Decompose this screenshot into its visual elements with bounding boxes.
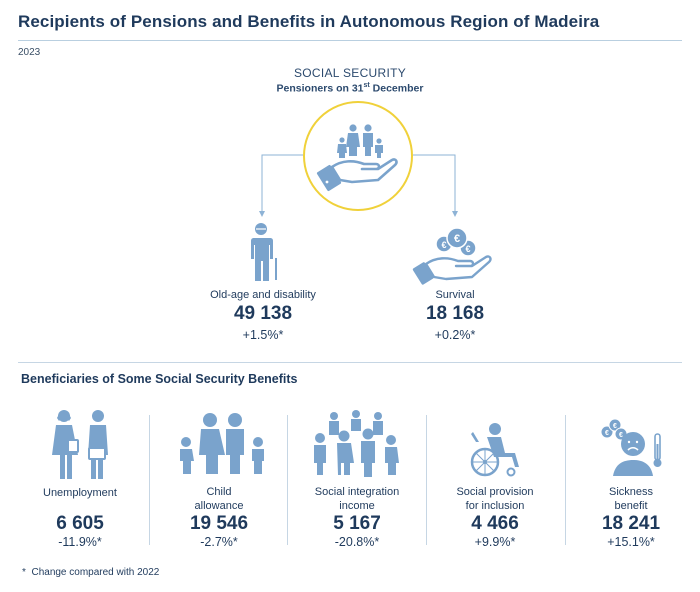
social-security-heading: SOCIAL SECURITY <box>293 66 407 80</box>
benefit-social-provision-label: Social provision for inclusion <box>456 486 534 512</box>
benefit-social-provision-value: 4 466 <box>471 513 519 534</box>
benefit-unemployment-label: Unemployment <box>43 487 117 499</box>
svg-text:€: € <box>619 432 623 439</box>
benefit-child-allowance-change: -2.7%* <box>200 535 238 549</box>
section-divider <box>18 362 682 363</box>
unemployed-people-icon <box>52 410 108 479</box>
svg-text:€: € <box>605 430 609 437</box>
page-title: Recipients of Pensions and Benefits in A… <box>18 12 600 31</box>
svg-text:€: € <box>441 240 446 250</box>
svg-text:€: € <box>613 423 617 430</box>
pension-old-age-change: +1.5%* <box>242 328 284 342</box>
footnote-marker: * <box>22 567 26 578</box>
benefit-sickness-change: +15.1%* <box>607 535 655 549</box>
pension-old-age-label: Old-age and disability <box>210 289 316 301</box>
pension-survival-label: Survival <box>435 289 475 301</box>
social-security-circle <box>303 101 413 211</box>
benefit-sickness-label: Sickness benefit <box>608 486 654 512</box>
column-divider <box>426 415 427 545</box>
sick-person-thermometer-icon: €€€ <box>600 418 662 476</box>
hand-holding-family-icon <box>316 124 398 192</box>
benefit-social-integration-value: 5 167 <box>333 513 381 534</box>
benefits-heading: Beneficiaries of Some Social Security Be… <box>21 372 298 386</box>
svg-text:€: € <box>454 233 460 245</box>
benefit-child-allowance-value: 19 546 <box>189 513 249 534</box>
title-divider <box>18 40 682 41</box>
footnote-text: Change compared with 2022 <box>31 567 160 578</box>
year-label: 2023 <box>18 47 41 58</box>
pension-survival-value: 18 168 <box>425 303 485 324</box>
column-divider <box>287 415 288 545</box>
hand-holding-coins-icon: € € € <box>412 227 492 285</box>
benefit-sickness-value: 18 241 <box>601 513 661 534</box>
community-group-icon <box>314 410 399 477</box>
wheelchair-user-icon <box>470 423 519 477</box>
svg-text:€: € <box>465 244 470 254</box>
column-divider <box>149 415 150 545</box>
family-icon <box>180 413 264 474</box>
benefit-social-integration-change: -20.8%* <box>334 535 380 549</box>
benefit-social-integration-label: Social integration income <box>314 486 400 512</box>
benefit-unemployment-value: 6 605 <box>56 513 104 534</box>
benefit-social-provision-change: +9.9%* <box>474 535 516 549</box>
benefit-unemployment-change: -11.9%* <box>58 535 102 549</box>
social-security-subheading: Pensioners on 31st December <box>276 82 424 95</box>
pension-old-age-value: 49 138 <box>233 303 293 324</box>
pension-survival-change: +0.2%* <box>434 328 476 342</box>
benefit-child-allowance-label: Child allowance <box>194 486 244 512</box>
footnote: * Change compared with 2022 <box>22 567 159 578</box>
column-divider <box>565 415 566 545</box>
elderly-person-icon <box>251 223 277 281</box>
